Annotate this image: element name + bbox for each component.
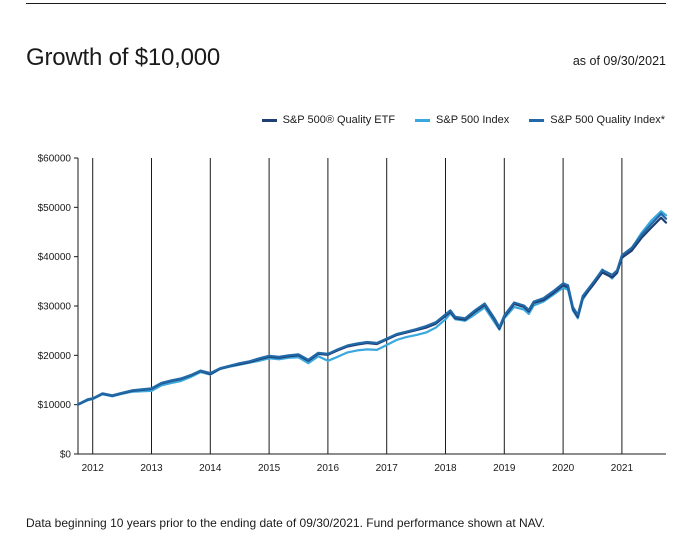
y-tick-label: $10000 (38, 400, 72, 411)
page-title: Growth of $10,000 (26, 44, 221, 71)
legend-item-index[interactable]: S&P 500 Index (415, 114, 509, 126)
legend-swatch-etf (261, 118, 277, 122)
y-tick-label: $60000 (38, 154, 72, 165)
y-tick-label: $50000 (38, 203, 72, 214)
top-rule (26, 3, 666, 4)
footnote: Data beginning 10 years prior to the end… (26, 516, 546, 530)
x-tick-label: 2017 (376, 463, 399, 474)
series-line-index (76, 210, 668, 406)
label-layer: $0 $10000 $20000 $30000 $40000 $50000 $60000 20… (38, 154, 634, 475)
x-tick-label: 2014 (199, 463, 222, 474)
legend-label-quality-index: S&P 500 Quality Index* (550, 114, 665, 126)
x-tick-label: 2020 (552, 463, 575, 474)
legend-item-quality-index[interactable]: S&P 500 Quality Index* (529, 114, 665, 126)
series-layer (76, 210, 668, 406)
chart-legend: S&P 500® Quality ETF S&P 500 Index S&P 5… (261, 114, 665, 126)
as-of-date: as of 09/30/2021 (572, 54, 666, 68)
legend-label-etf: S&P 500® Quality ETF (282, 114, 396, 126)
x-tick-label: 2019 (493, 463, 516, 474)
legend-label-index: S&P 500 Index (436, 114, 510, 126)
x-tick-label: 2013 (140, 463, 163, 474)
y-tick-label: $0 (60, 450, 72, 461)
y-tick-label: $30000 (38, 302, 72, 313)
y-tick-label: $40000 (38, 252, 72, 263)
x-tick-label: 2016 (317, 463, 340, 474)
legend-swatch-index (415, 118, 431, 122)
grid-layer (92, 158, 623, 454)
x-tick-label: 2015 (258, 463, 281, 474)
x-tick-label: 2021 (611, 463, 634, 474)
legend-item-etf[interactable]: S&P 500® Quality ETF (261, 114, 396, 126)
x-tick-label: 2012 (82, 463, 105, 474)
axis-layer (74, 157, 666, 455)
series-line-quality-index (76, 212, 668, 406)
legend-swatch-quality-index (529, 118, 545, 122)
x-tick-label: 2018 (434, 463, 457, 474)
y-tick-label: $20000 (38, 351, 72, 362)
